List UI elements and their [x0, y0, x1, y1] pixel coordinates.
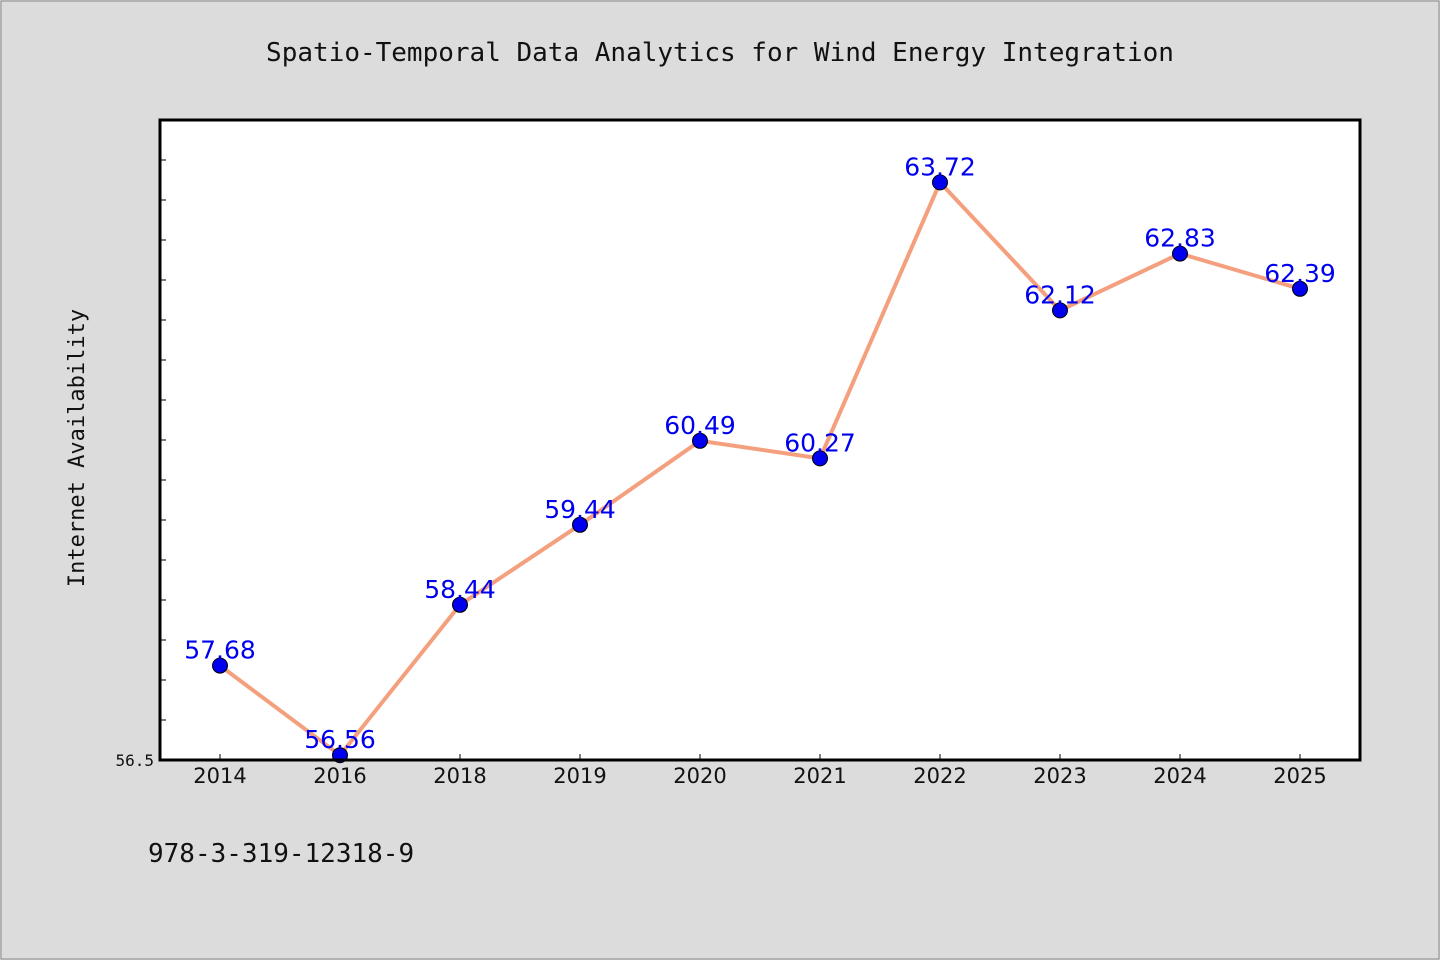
plot-area [160, 120, 1360, 760]
data-label-2016: 56.56 [304, 725, 376, 754]
y-axis-label: Internet Availability [65, 309, 90, 587]
data-labels: 57.68 56.56 58.44 59.44 60.49 60.27 63.72 62.12… [184, 152, 1336, 754]
x-tick-label-2018: 2018 [433, 764, 486, 788]
x-tick-label-2023: 2023 [1033, 764, 1086, 788]
data-label-2025: 62.39 [1264, 259, 1336, 288]
data-point-2022 [932, 174, 948, 191]
data-label-2019: 59.44 [544, 495, 616, 524]
x-tick-label-2016: 2016 [313, 764, 366, 788]
x-tick-label-2014: 2014 [193, 764, 246, 788]
x-tick-label-2024: 2024 [1153, 764, 1206, 788]
x-tick-label-2022: 2022 [913, 764, 966, 788]
data-label-2020: 60.49 [664, 411, 736, 440]
data-label-2021: 60.27 [784, 428, 856, 457]
data-point-2021 [812, 450, 828, 467]
data-point-2020 [692, 432, 708, 449]
data-label-2022: 63.72 [904, 152, 976, 181]
chart-title: Spatio-Temporal Data Analytics for Wind … [266, 38, 1174, 68]
y-tick-label-0: 56.5 [115, 751, 154, 770]
x-tick-label-2025: 2025 [1273, 764, 1326, 788]
data-point-2019 [572, 516, 588, 533]
data-label-2023: 62.12 [1024, 280, 1096, 309]
data-point-2018 [452, 596, 468, 613]
x-tick-label-2019: 2019 [553, 764, 606, 788]
x-tick-label-2021: 2021 [793, 764, 846, 788]
data-point-2024 [1172, 245, 1188, 262]
x-tick-labels: 2014 2016 2018 2019 2020 2021 2022 2023 2024 2025 [193, 764, 1326, 788]
data-label-2014: 57.68 [184, 636, 256, 665]
data-label-2024: 62.83 [1144, 224, 1216, 253]
x-tick-label-2020: 2020 [673, 764, 726, 788]
data-point-2025 [1292, 280, 1308, 297]
data-markers [212, 174, 1308, 764]
series-line [218, 180, 1301, 758]
y-tick-labels: 56.5 [115, 751, 154, 770]
plot-frame [158, 118, 1362, 762]
footer-isbn: 978-3-319-12318-9 [148, 839, 414, 869]
data-label-2018: 58.44 [424, 575, 496, 604]
data-point-2014 [212, 657, 228, 674]
data-point-2023 [1052, 302, 1068, 319]
